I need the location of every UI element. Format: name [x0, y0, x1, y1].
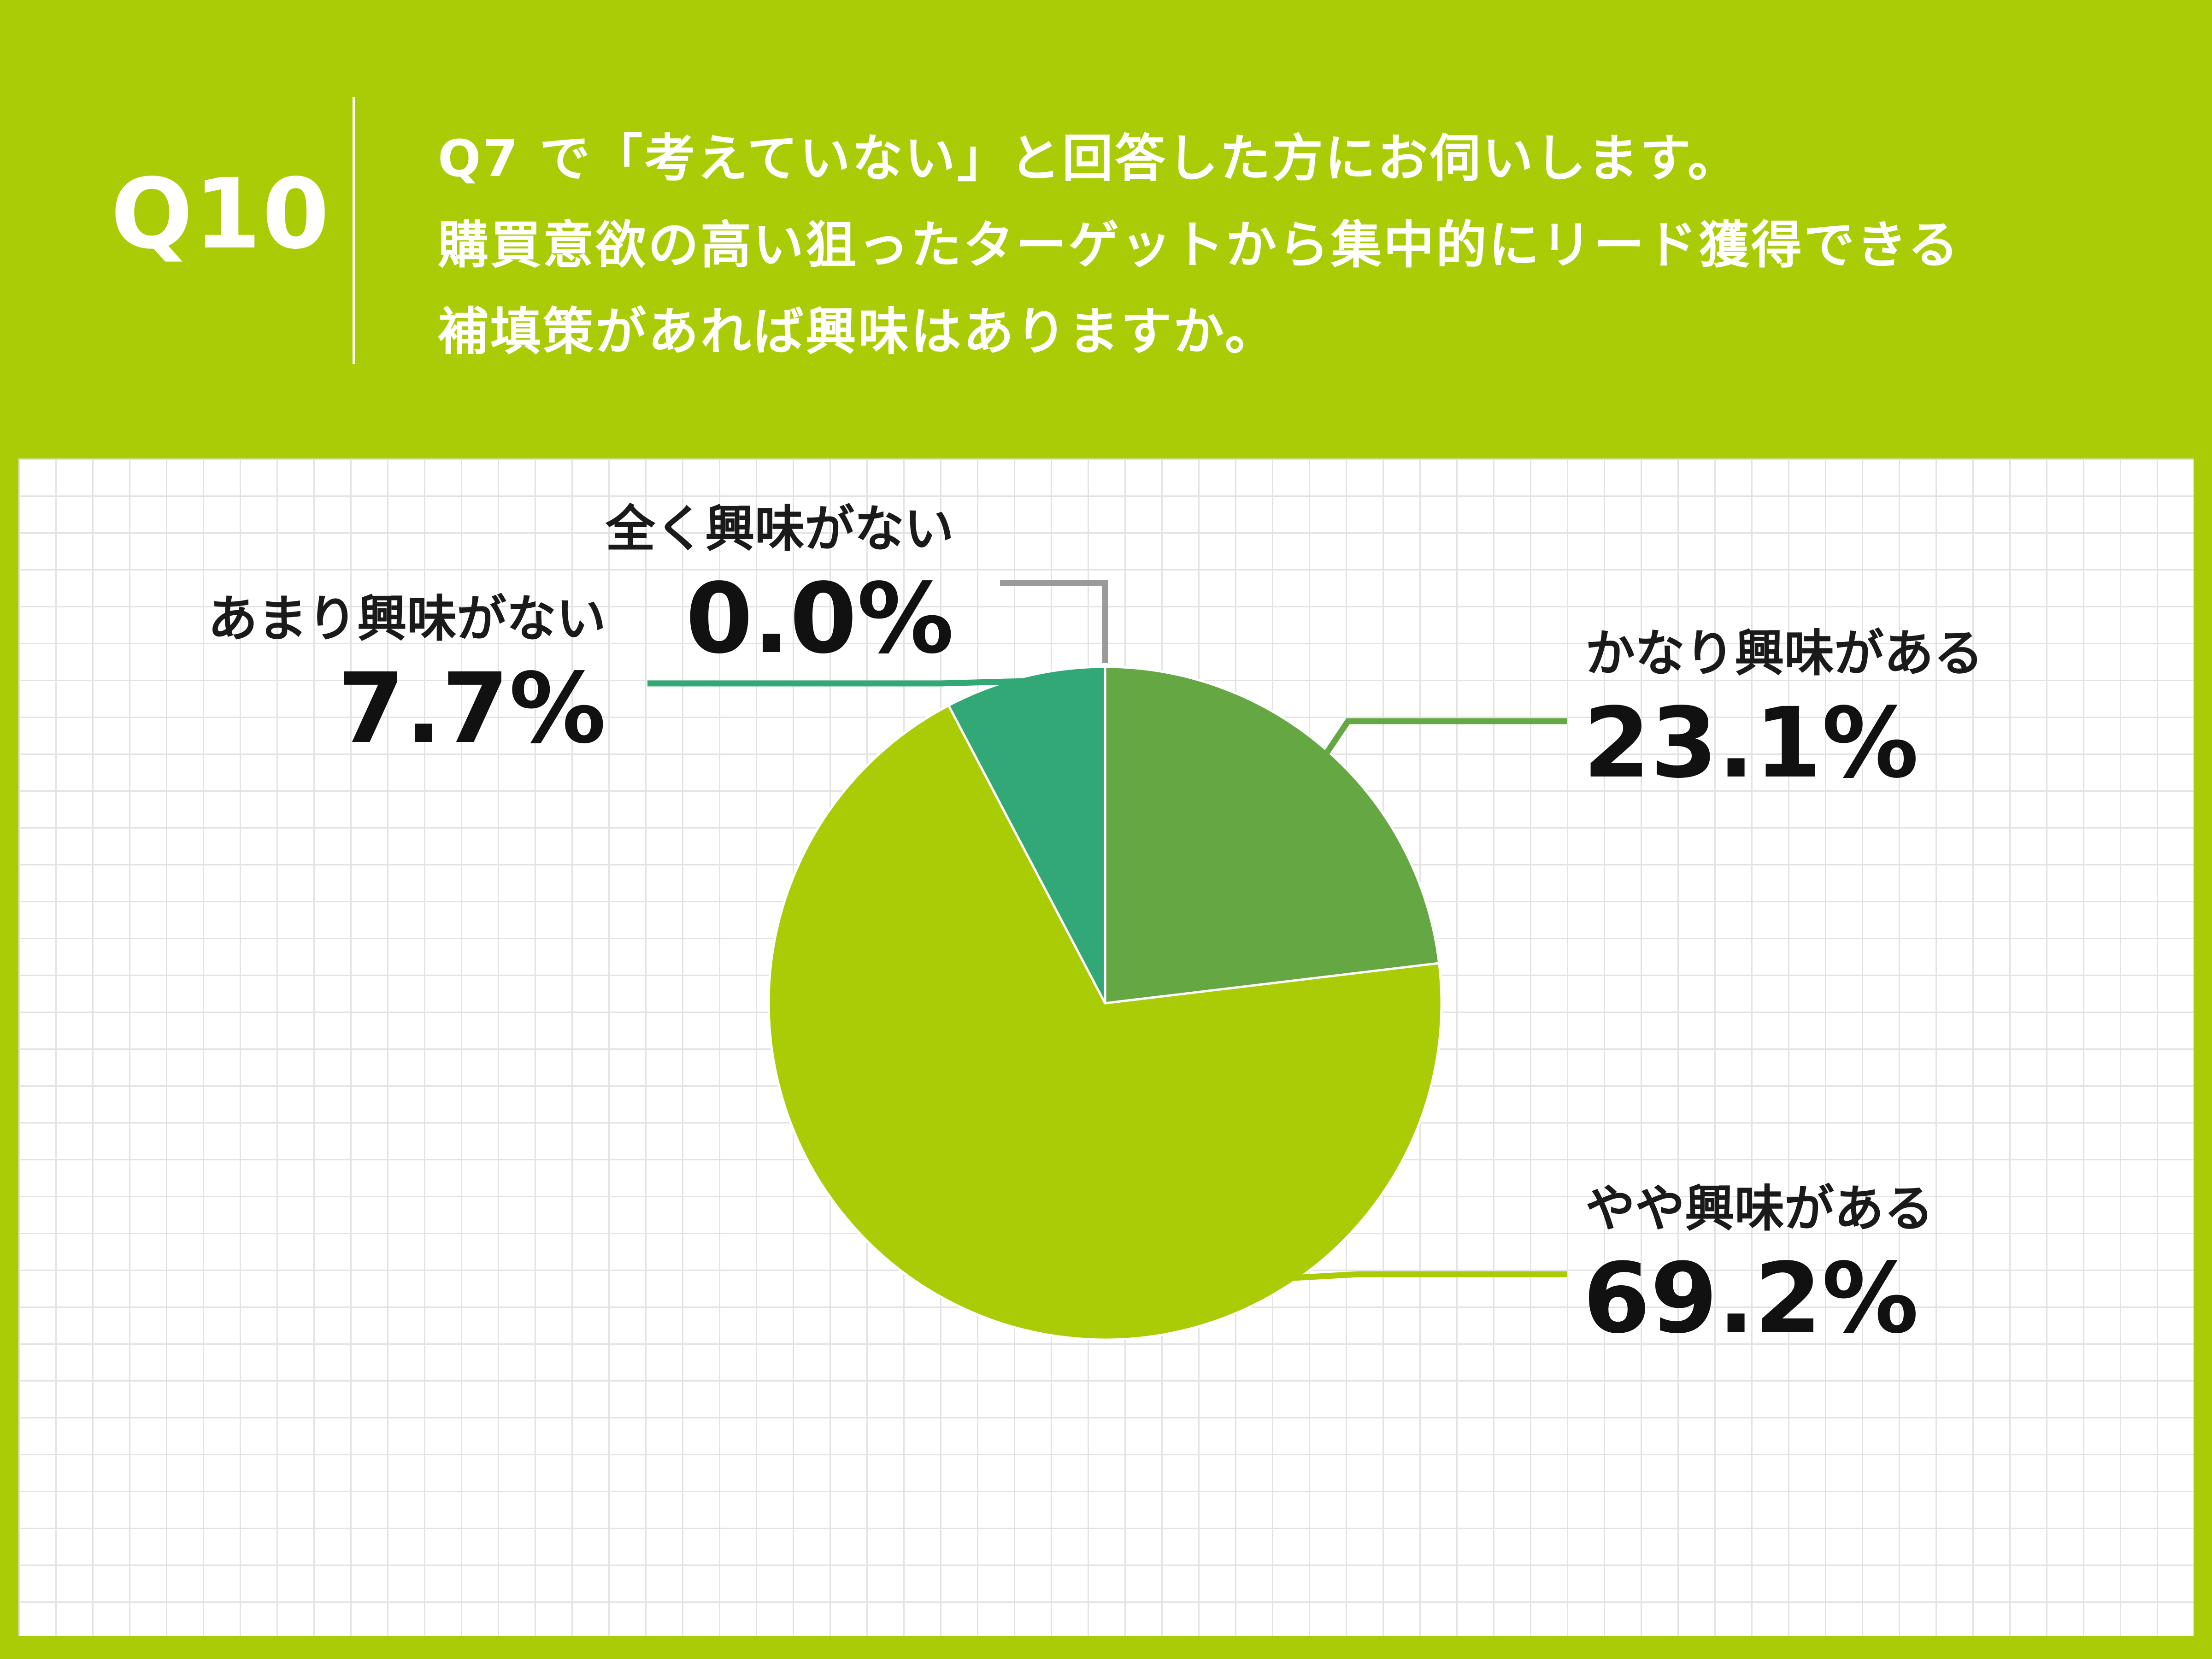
slice-value-3: 0.0%: [686, 562, 954, 675]
slice-label-2: あまり興味がない: [208, 590, 606, 648]
header: Q10 Q7 で「考えていない」と回答した方にお伺いします。 購買意欲の高い狙っ…: [0, 0, 2212, 452]
leader-line-1: [950, 1271, 1567, 1300]
question-text: Q7 で「考えていない」と回答した方にお伺いします。 購買意欲の高い狙ったターゲ…: [438, 115, 1960, 375]
question-line-3: 補填策があれば興味はありますか。: [438, 302, 1277, 361]
slice-value-1: 69.2%: [1583, 1242, 1919, 1355]
pie-slice-1: [767, 704, 1443, 1341]
slice-label-3: 全く興味がない: [605, 500, 954, 558]
chart-panel: かなり興味がある 23.1% やや興味がある 69.2% あまり興味がない 7.…: [18, 459, 2194, 1636]
pie-slice-0: [1104, 665, 1441, 1005]
leader-line-0: [1323, 718, 1567, 757]
pie-chart: かなり興味がある 23.1% やや興味がある 69.2% あまり興味がない 7.…: [208, 500, 1983, 1355]
slice-value-2: 7.7%: [338, 652, 606, 765]
leader-line-3: [1000, 580, 1108, 663]
leader-lines: [647, 580, 1567, 1300]
pie-slice-2: [947, 665, 1106, 1004]
question-line-1: Q7 で「考えていない」と回答した方にお伺いします。: [438, 129, 1740, 188]
pie-slices: [767, 665, 1443, 1341]
slice-label-1: やや興味がある: [1585, 1180, 1934, 1238]
header-divider: [353, 97, 355, 364]
leader-line-2: [647, 678, 1026, 687]
slice-label-0: かなり興味がある: [1585, 625, 1983, 682]
slice-value-0: 23.1%: [1583, 687, 1919, 800]
question-number: Q10: [111, 158, 330, 271]
question-line-2: 購買意欲の高い狙ったターゲットから集中的にリード獲得できる: [438, 216, 1960, 275]
